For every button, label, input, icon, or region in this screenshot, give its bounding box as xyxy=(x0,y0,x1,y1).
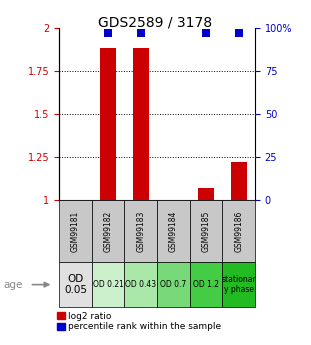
Point xyxy=(105,30,110,36)
Bar xyxy=(124,200,157,262)
Text: GSM99186: GSM99186 xyxy=(234,210,243,252)
Text: age: age xyxy=(3,280,22,289)
Bar xyxy=(222,200,255,262)
Bar xyxy=(222,262,255,307)
Bar xyxy=(157,200,190,262)
Bar xyxy=(198,188,214,200)
Text: GSM99184: GSM99184 xyxy=(169,210,178,252)
Text: OD 0.21: OD 0.21 xyxy=(93,280,123,289)
Text: OD 0.7: OD 0.7 xyxy=(160,280,187,289)
Text: OD 0.43: OD 0.43 xyxy=(125,280,156,289)
Text: OD 1.2: OD 1.2 xyxy=(193,280,219,289)
Bar xyxy=(92,200,124,262)
Bar xyxy=(92,262,124,307)
Legend: log2 ratio, percentile rank within the sample: log2 ratio, percentile rank within the s… xyxy=(58,312,221,331)
Bar xyxy=(132,48,149,200)
Point xyxy=(236,30,241,36)
Bar xyxy=(157,262,190,307)
Text: GSM99183: GSM99183 xyxy=(136,210,145,252)
Text: GSM99181: GSM99181 xyxy=(71,210,80,252)
Bar xyxy=(124,262,157,307)
Bar xyxy=(59,262,92,307)
Text: GSM99185: GSM99185 xyxy=(202,210,211,252)
Bar xyxy=(100,48,116,200)
Text: OD
0.05: OD 0.05 xyxy=(64,274,87,295)
Text: stationar
y phase: stationar y phase xyxy=(221,275,256,294)
Point xyxy=(138,30,143,36)
Point xyxy=(203,30,208,36)
Bar xyxy=(230,162,247,200)
Bar xyxy=(190,262,222,307)
Text: GSM99182: GSM99182 xyxy=(104,210,113,252)
Text: GDS2589 / 3178: GDS2589 / 3178 xyxy=(99,16,212,30)
Bar xyxy=(190,200,222,262)
Bar xyxy=(59,200,92,262)
